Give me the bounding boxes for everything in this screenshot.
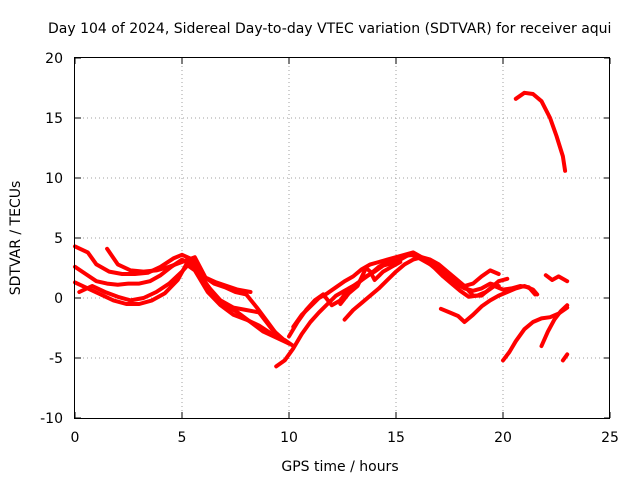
y-tick-label: 15 — [45, 111, 63, 127]
series-line-s11 — [438, 284, 540, 324]
series-line-s13 — [539, 303, 570, 348]
series-line-s5 — [77, 260, 285, 341]
series-line-s15 — [543, 273, 570, 284]
grid — [75, 58, 610, 418]
x-tick-label: 15 — [387, 430, 405, 446]
x-tick-label: 10 — [280, 430, 298, 446]
y-tick-label: 10 — [45, 171, 63, 187]
y-tick-label: 5 — [54, 231, 63, 247]
series-line-s16 — [560, 352, 570, 363]
x-axis-label: GPS time / hours — [281, 459, 398, 475]
series-line-s2 — [73, 257, 291, 346]
y-tick-label: -5 — [49, 351, 63, 367]
y-tick-label: 20 — [45, 51, 63, 67]
series-line-s3 — [73, 262, 296, 348]
x-tick-label: 25 — [601, 430, 619, 446]
plot-frame — [74, 57, 610, 419]
series-line-s7 — [287, 252, 538, 339]
series-line-s9 — [338, 260, 403, 306]
series-line-s4 — [105, 246, 253, 294]
x-tick-label: 5 — [178, 430, 187, 446]
axis-ticks: 0 5 10 15 20 25 -10 -5 0 5 10 15 20 — [40, 51, 619, 446]
y-tick-label: -10 — [40, 411, 63, 427]
x-tick-label: 20 — [494, 430, 512, 446]
series-line-s10 — [342, 255, 510, 322]
y-tick-label: 0 — [54, 291, 63, 307]
series-line-s14 — [513, 90, 568, 173]
data-series — [73, 90, 570, 369]
series-line-s6 — [274, 252, 501, 369]
x-tick-label: 0 — [71, 430, 80, 446]
chart-title: Day 104 of 2024, Sidereal Day-to-day VTE… — [48, 21, 611, 37]
y-axis-label: SDTVAR / TECUs — [8, 181, 24, 296]
